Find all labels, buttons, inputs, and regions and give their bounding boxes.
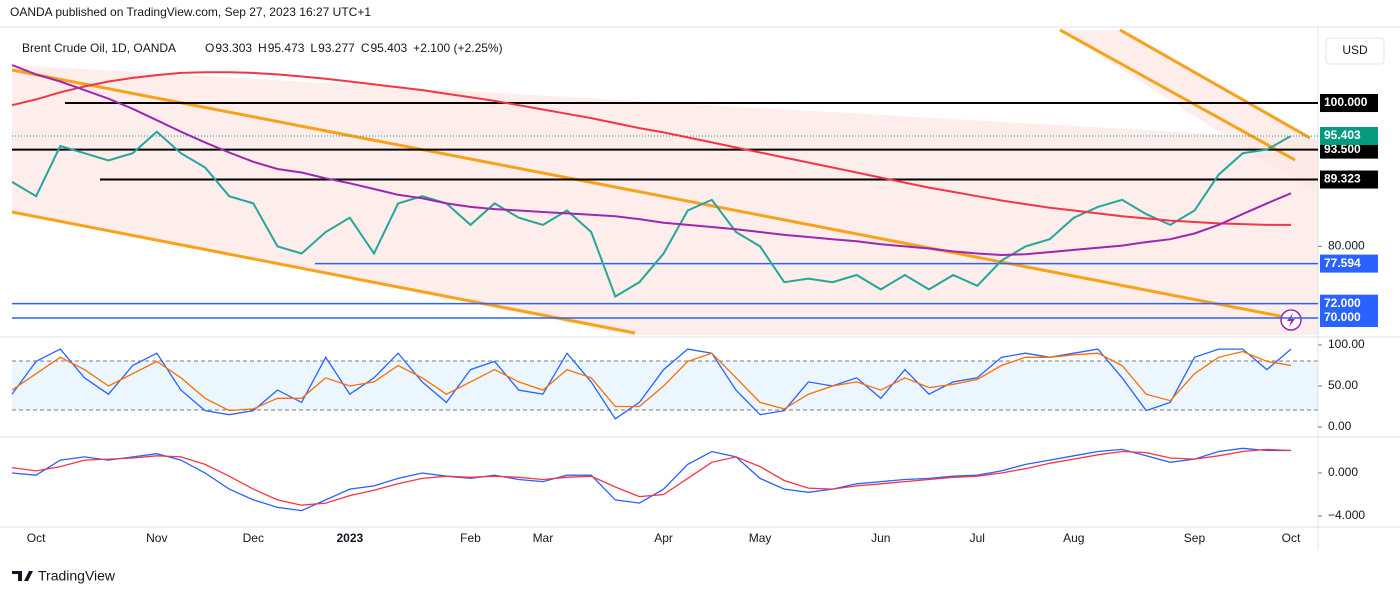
ohlc-value: 95.473 xyxy=(268,41,305,55)
level-label: 93.500 xyxy=(1324,142,1361,156)
symbol: Brent Crude Oil, 1D, OANDA xyxy=(22,41,176,55)
x-tick-label: Nov xyxy=(146,531,167,545)
series-line xyxy=(11,71,1291,226)
series-line xyxy=(11,348,1292,420)
level-label: 77.594 xyxy=(1324,256,1361,270)
channel-line xyxy=(1059,28,1296,162)
level-label-box xyxy=(1320,309,1378,328)
channel-fill xyxy=(1060,30,1318,195)
x-tick-label: Mar xyxy=(533,531,554,545)
channel-line xyxy=(1119,28,1311,140)
x-tick-label: 2023 xyxy=(336,531,363,545)
x-tick-label: Oct xyxy=(27,531,46,545)
level-label-box xyxy=(1320,294,1378,313)
x-tick-label: Jun xyxy=(871,531,890,545)
currency[interactable]: USD xyxy=(1342,43,1368,57)
y-tick-label: 80.000 xyxy=(1328,239,1365,253)
ohlc-key: H xyxy=(258,41,267,55)
level-label-box xyxy=(1320,254,1378,273)
level-label-box xyxy=(1320,140,1378,159)
ohlc-value: 95.403 xyxy=(370,41,407,55)
x-tick-label: Feb xyxy=(460,531,481,545)
publisher: OANDA published on TradingView.com, Sep … xyxy=(10,5,371,19)
series-line xyxy=(11,448,1292,506)
x-tick-label: Oct xyxy=(1282,531,1301,545)
level-label: 70.000 xyxy=(1324,310,1361,324)
y-tick-label: 0.00 xyxy=(1328,419,1352,433)
x-tick-label: Jul xyxy=(970,531,985,545)
y-tick-label: −4.000 xyxy=(1328,508,1365,522)
x-tick-label: May xyxy=(749,531,772,545)
current-price-label: 95.403 xyxy=(1324,128,1361,142)
ohlc-value: 93.303 xyxy=(215,41,252,55)
level-label: 72.000 xyxy=(1324,296,1361,310)
change: +2.100 (+2.25%) xyxy=(413,41,502,55)
current-price-box xyxy=(1320,126,1378,145)
ohlc-key: L xyxy=(310,41,317,55)
y-tick-label: 50.00 xyxy=(1328,378,1358,392)
ohlc-value: 93.277 xyxy=(318,41,355,55)
series-line xyxy=(11,350,1292,412)
alert-icon-bolt xyxy=(1287,313,1295,327)
series-line xyxy=(11,64,1292,257)
x-tick-label: Apr xyxy=(654,531,673,545)
logo xyxy=(12,571,33,581)
x-tick-label: Aug xyxy=(1063,531,1084,545)
currency-button[interactable] xyxy=(1325,37,1385,65)
ohlc: O 93.303 H 95.473 L 93.277 C 95.403 +2.100 (+2.2… xyxy=(205,41,503,55)
level-label: 100.000 xyxy=(1324,95,1368,109)
brand: TradingView xyxy=(38,568,116,584)
y-tick-label: 100.00 xyxy=(1328,337,1365,351)
x-tick-label: Dec xyxy=(243,531,264,545)
ohlc-key: O xyxy=(205,41,214,55)
level-label: 89.323 xyxy=(1324,172,1361,186)
level-label-box xyxy=(1320,170,1378,189)
x-tick-label: Sep xyxy=(1184,531,1206,545)
level-label-box xyxy=(1320,94,1378,113)
y-tick-label: 0.000 xyxy=(1328,465,1358,479)
channel-line xyxy=(11,210,636,335)
series-line xyxy=(11,130,1292,298)
ohlc-key: C xyxy=(361,41,370,55)
channel-line xyxy=(11,68,1291,320)
